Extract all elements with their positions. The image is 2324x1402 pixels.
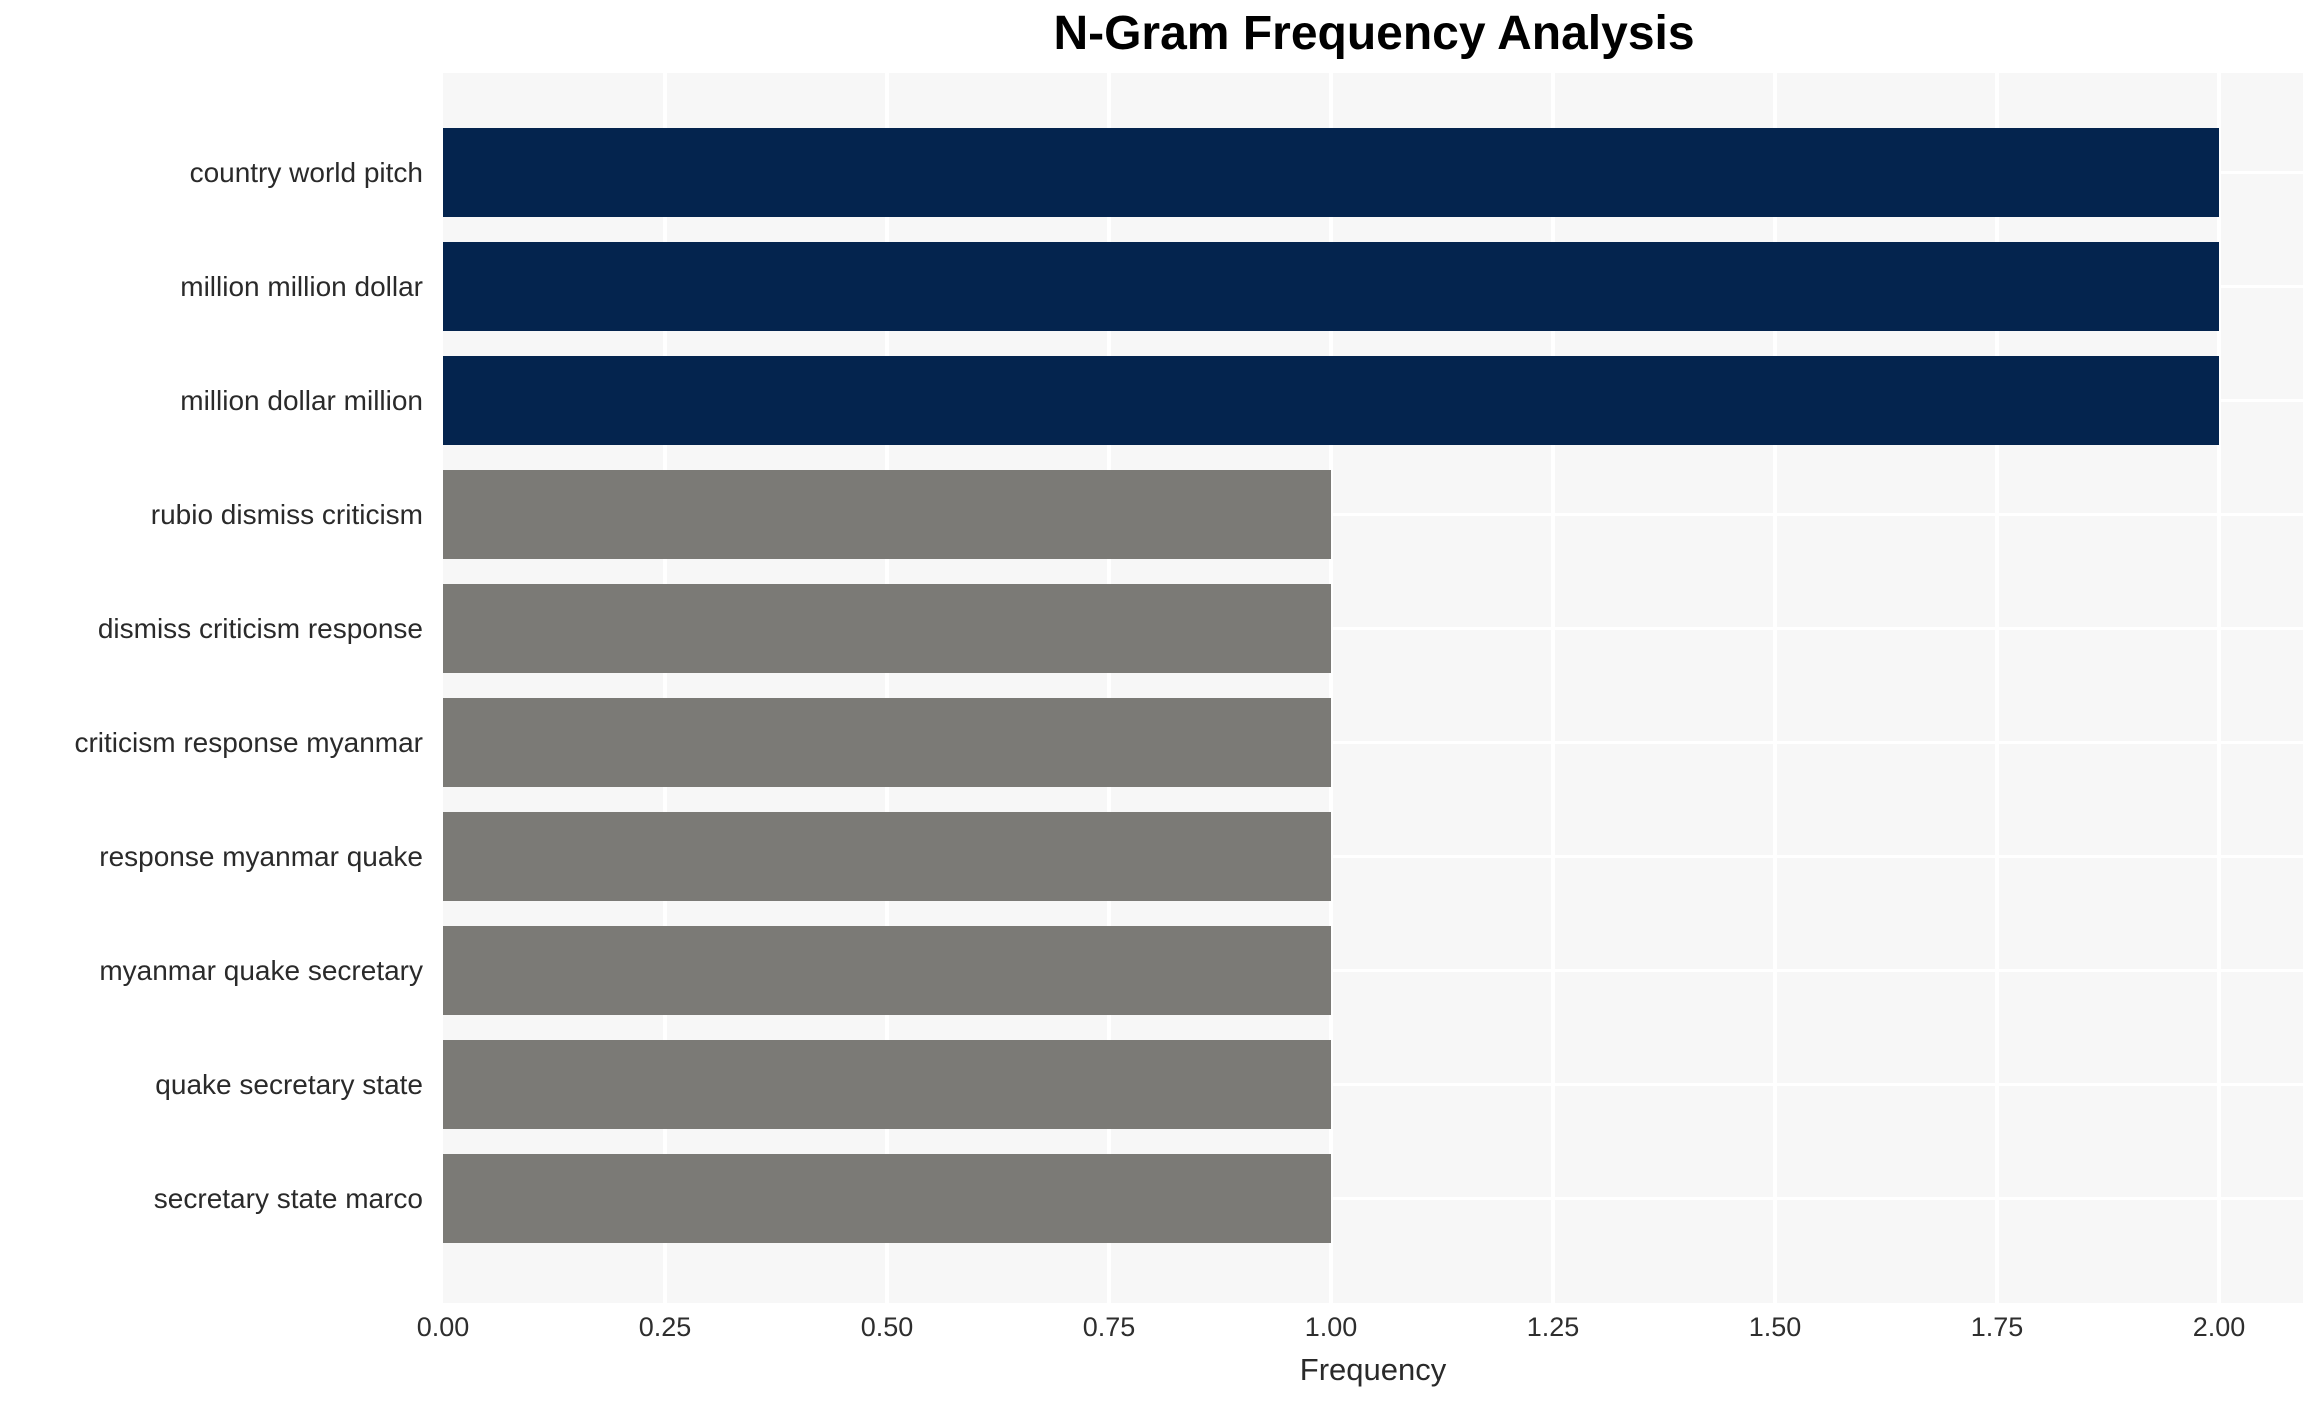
y-category-label: secretary state marco — [153, 1183, 423, 1214]
y-category-label: myanmar quake secretary — [99, 955, 423, 986]
x-axis-label: Frequency — [1299, 1352, 1447, 1387]
vertical-gridline — [2217, 73, 2221, 1303]
horizontal-gridline — [443, 855, 2303, 858]
x-tick-label: 2.00 — [2192, 1312, 2246, 1342]
vertical-gridline — [1995, 73, 1999, 1303]
horizontal-gridline — [443, 627, 2303, 630]
x-tick-label: 0.75 — [1082, 1312, 1136, 1342]
x-tick-label: 0.25 — [638, 1312, 692, 1342]
bar — [443, 584, 1331, 673]
x-tick-label: 1.00 — [1304, 1312, 1358, 1342]
x-tick-label: 1.75 — [1970, 1312, 2024, 1342]
bar — [443, 1040, 1331, 1129]
horizontal-gridline — [443, 513, 2303, 516]
chart-title: N-Gram Frequency Analysis — [1053, 7, 1695, 60]
bar — [443, 812, 1331, 901]
y-category-label: quake secretary state — [155, 1069, 423, 1100]
plot-area — [443, 73, 2303, 1303]
vertical-gridline — [1773, 73, 1777, 1303]
vertical-gridline — [1551, 73, 1555, 1303]
y-category-label: rubio dismiss criticism — [150, 499, 423, 530]
vertical-gridline — [663, 73, 667, 1303]
y-category-label: million million dollar — [180, 271, 423, 302]
bar — [443, 698, 1331, 787]
y-category-label: country world pitch — [189, 157, 423, 188]
y-axis-labels: country world pitch million million dolla… — [0, 0, 435, 1402]
horizontal-gridline — [443, 1197, 2303, 1200]
bar — [443, 128, 2219, 217]
horizontal-gridline — [443, 969, 2303, 972]
vertical-gridline — [1107, 73, 1111, 1303]
x-tick-label: 1.50 — [1748, 1312, 1802, 1342]
bar — [443, 242, 2219, 331]
y-category-label: criticism response myanmar — [74, 727, 423, 758]
y-category-label: million dollar million — [180, 385, 423, 416]
vertical-gridline — [1329, 73, 1333, 1303]
x-tick-label: 1.25 — [1526, 1312, 1580, 1342]
bar — [443, 1154, 1331, 1243]
y-category-label: response myanmar quake — [99, 841, 423, 872]
bar — [443, 926, 1331, 1015]
bar — [443, 356, 2219, 445]
vertical-gridline — [885, 73, 889, 1303]
horizontal-gridline — [443, 741, 2303, 744]
x-tick-label: 0.50 — [860, 1312, 914, 1342]
bar — [443, 470, 1331, 559]
horizontal-gridline — [443, 1083, 2303, 1086]
y-category-label: dismiss criticism response — [97, 613, 423, 644]
